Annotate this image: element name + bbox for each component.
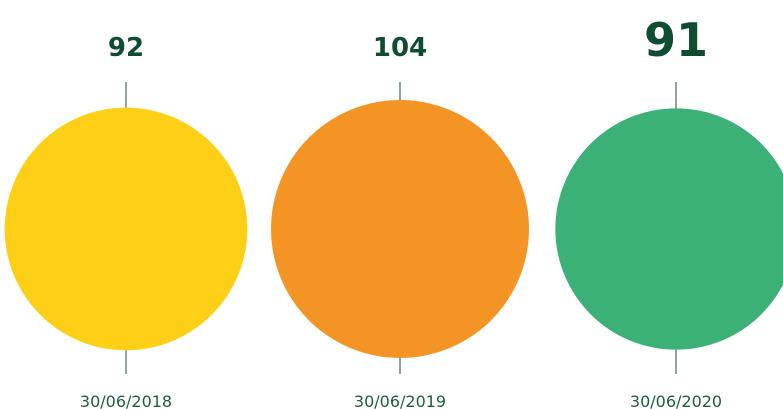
bubbles (4, 100, 783, 358)
date-label-2: 30/06/2019 (354, 392, 446, 409)
bubble-3 (555, 108, 783, 350)
bubble-1 (4, 107, 248, 351)
labels: 92 30/06/2018 104 30/06/2019 91 30/06/2020 (80, 13, 722, 409)
value-label-3: 91 (644, 13, 708, 67)
bubble-2 (271, 100, 529, 358)
date-label-1: 30/06/2018 (80, 392, 172, 409)
value-label-1: 92 (108, 33, 144, 63)
date-label-3: 30/06/2020 (630, 392, 722, 409)
value-label-2: 104 (373, 33, 427, 63)
